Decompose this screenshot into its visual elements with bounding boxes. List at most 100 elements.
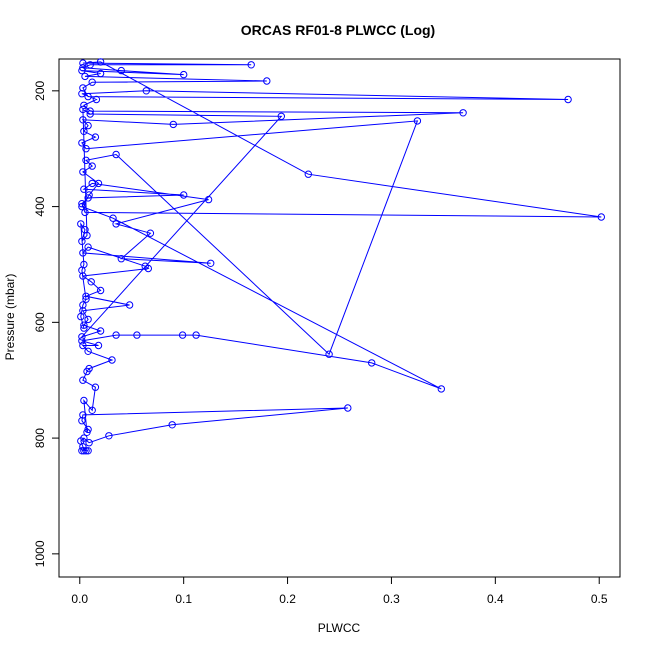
data-point (84, 194, 92, 202)
data-point (85, 364, 93, 373)
data-point (84, 121, 92, 130)
data-point (96, 286, 105, 295)
data-point (78, 266, 86, 274)
data-point (79, 272, 87, 280)
data-point (109, 214, 117, 222)
data-point (142, 87, 151, 95)
data-point (117, 255, 126, 263)
data-point (112, 220, 120, 228)
data-point (112, 150, 120, 159)
data-point (82, 292, 90, 300)
plot-area (77, 58, 605, 455)
data-point (84, 92, 92, 101)
data-point (79, 64, 87, 72)
y-tick-label: 1000 (33, 540, 47, 567)
data-point (79, 116, 87, 124)
data-point (146, 229, 155, 237)
data-point (80, 447, 88, 455)
y-tick-label: 800 (33, 428, 47, 448)
data-point (437, 385, 445, 393)
data-point (207, 259, 215, 267)
data-point (277, 112, 285, 121)
x-tick-label: 0.0 (71, 592, 88, 606)
data-point (82, 156, 90, 165)
data-point (88, 179, 96, 188)
data-point (459, 109, 467, 117)
data-point (78, 237, 86, 246)
data-point (96, 69, 105, 78)
data-point (105, 432, 113, 440)
y-tick-label: 600 (33, 312, 47, 332)
data-point (96, 58, 105, 66)
data-point (133, 331, 141, 339)
data-point (79, 301, 87, 309)
data-point (80, 185, 88, 193)
data-point (80, 321, 88, 329)
data-point (204, 195, 213, 204)
chart-title: ORCAS RF01-8 PLWCC (Log) (241, 22, 435, 38)
data-point (85, 439, 93, 447)
data-point (80, 101, 88, 110)
data-point (86, 110, 94, 118)
data-point (84, 447, 92, 455)
data-point (81, 226, 89, 234)
data-point (247, 61, 255, 69)
data-point (117, 66, 126, 75)
data-point (180, 191, 188, 199)
x-tick-label: 0.1 (175, 592, 192, 606)
data-point (82, 295, 90, 303)
data-point (78, 139, 86, 147)
data-point (94, 341, 103, 350)
data-point (78, 202, 86, 211)
data-point (78, 337, 86, 345)
data-point (169, 120, 178, 129)
data-point (81, 208, 89, 217)
data-point (77, 312, 85, 321)
data-point (263, 77, 271, 85)
data-point (80, 127, 88, 136)
y-axis: 200 400 600 800 1000 (33, 81, 60, 567)
data-point (144, 264, 153, 273)
data-point (79, 168, 87, 176)
data-point (168, 421, 176, 429)
data-point (84, 347, 92, 355)
data-point (564, 95, 572, 104)
x-tick-label: 0.3 (383, 592, 400, 606)
data-point (81, 72, 89, 81)
data-point (368, 359, 376, 367)
data-point (88, 406, 96, 414)
data-point (344, 404, 352, 412)
series-line (80, 61, 602, 452)
data-point (92, 95, 101, 104)
data-point (88, 78, 96, 86)
x-tick-label: 0.5 (591, 592, 608, 606)
data-point (413, 117, 422, 125)
data-point (96, 327, 105, 335)
data-point (79, 105, 87, 114)
data-point (78, 200, 86, 208)
data-point (91, 133, 100, 141)
data-point (80, 324, 88, 332)
y-tick-label: 400 (33, 196, 47, 216)
data-point (192, 331, 200, 339)
x-axis: 0.0 0.1 0.2 0.3 0.4 0.5 (71, 576, 608, 606)
data-point (87, 278, 95, 286)
data-point (80, 396, 88, 405)
data-point (80, 434, 88, 442)
x-tick-label: 0.2 (279, 592, 296, 606)
y-axis-label: Pressure (mbar) (3, 274, 17, 361)
data-point (79, 84, 87, 92)
y-tick-label: 200 (33, 81, 47, 101)
data-point (78, 333, 86, 341)
data-point (79, 341, 87, 350)
x-tick-label: 0.4 (487, 592, 504, 606)
data-point (91, 383, 100, 391)
data-point (325, 350, 333, 358)
data-point (86, 107, 94, 115)
data-point (597, 213, 605, 221)
data-point (79, 249, 87, 257)
data-point (79, 59, 87, 67)
data-point (108, 356, 116, 364)
